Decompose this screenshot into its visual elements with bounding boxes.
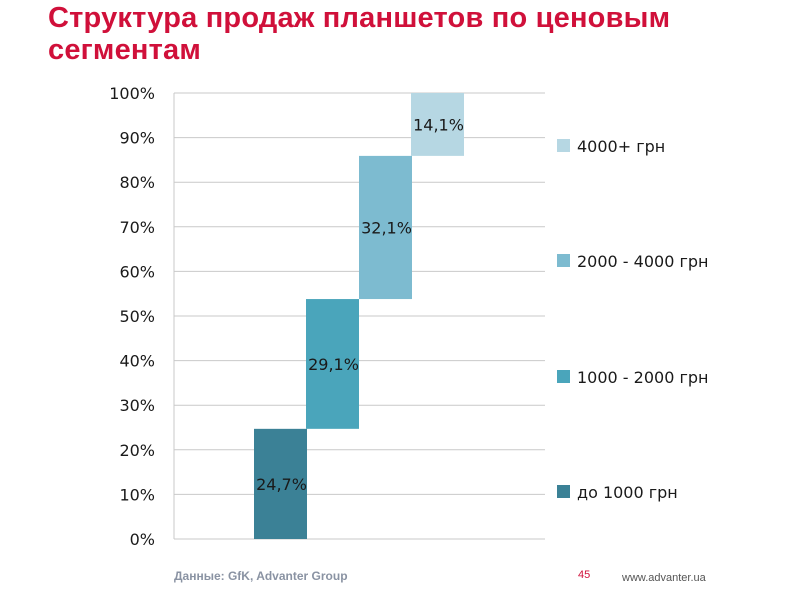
y-tick-label: 20% — [119, 441, 155, 460]
legend-label: до 1000 грн — [577, 483, 678, 502]
legend-label: 4000+ грн — [577, 137, 665, 156]
legend-label: 1000 - 2000 грн — [577, 368, 709, 387]
bar-3 — [359, 155, 412, 300]
y-tick-label: 90% — [119, 129, 155, 148]
y-tick-label: 40% — [119, 352, 155, 371]
legend-swatch — [557, 485, 570, 498]
y-tick-label: 10% — [119, 485, 155, 504]
bar-2 — [306, 299, 359, 429]
y-tick-label: 30% — [119, 396, 155, 415]
data-label: 32,1% — [361, 218, 412, 237]
bar-1 — [254, 428, 307, 539]
y-tick-label: 80% — [119, 173, 155, 192]
y-tick-label: 50% — [119, 307, 155, 326]
y-tick-label: 70% — [119, 218, 155, 237]
legend-label: 2000 - 4000 грн — [577, 252, 709, 271]
site-url: www.advanter.ua — [622, 572, 706, 584]
page-number: 45 — [578, 569, 591, 581]
data-label: 14,1% — [413, 115, 464, 134]
data-label: 29,1% — [308, 355, 359, 374]
bar-4 — [411, 93, 464, 156]
legend-swatch — [557, 254, 570, 267]
data-source: Данные: GfK, Advanter Group — [174, 569, 348, 583]
y-tick-label: 100% — [109, 84, 155, 103]
y-tick-label: 0% — [130, 530, 155, 549]
y-tick-label: 60% — [119, 262, 155, 281]
legend-swatch — [557, 139, 570, 152]
legend-swatch — [557, 370, 570, 383]
data-label: 24,7% — [256, 475, 307, 494]
page-title: Структура продаж планшетов по ценовым се… — [48, 2, 671, 66]
